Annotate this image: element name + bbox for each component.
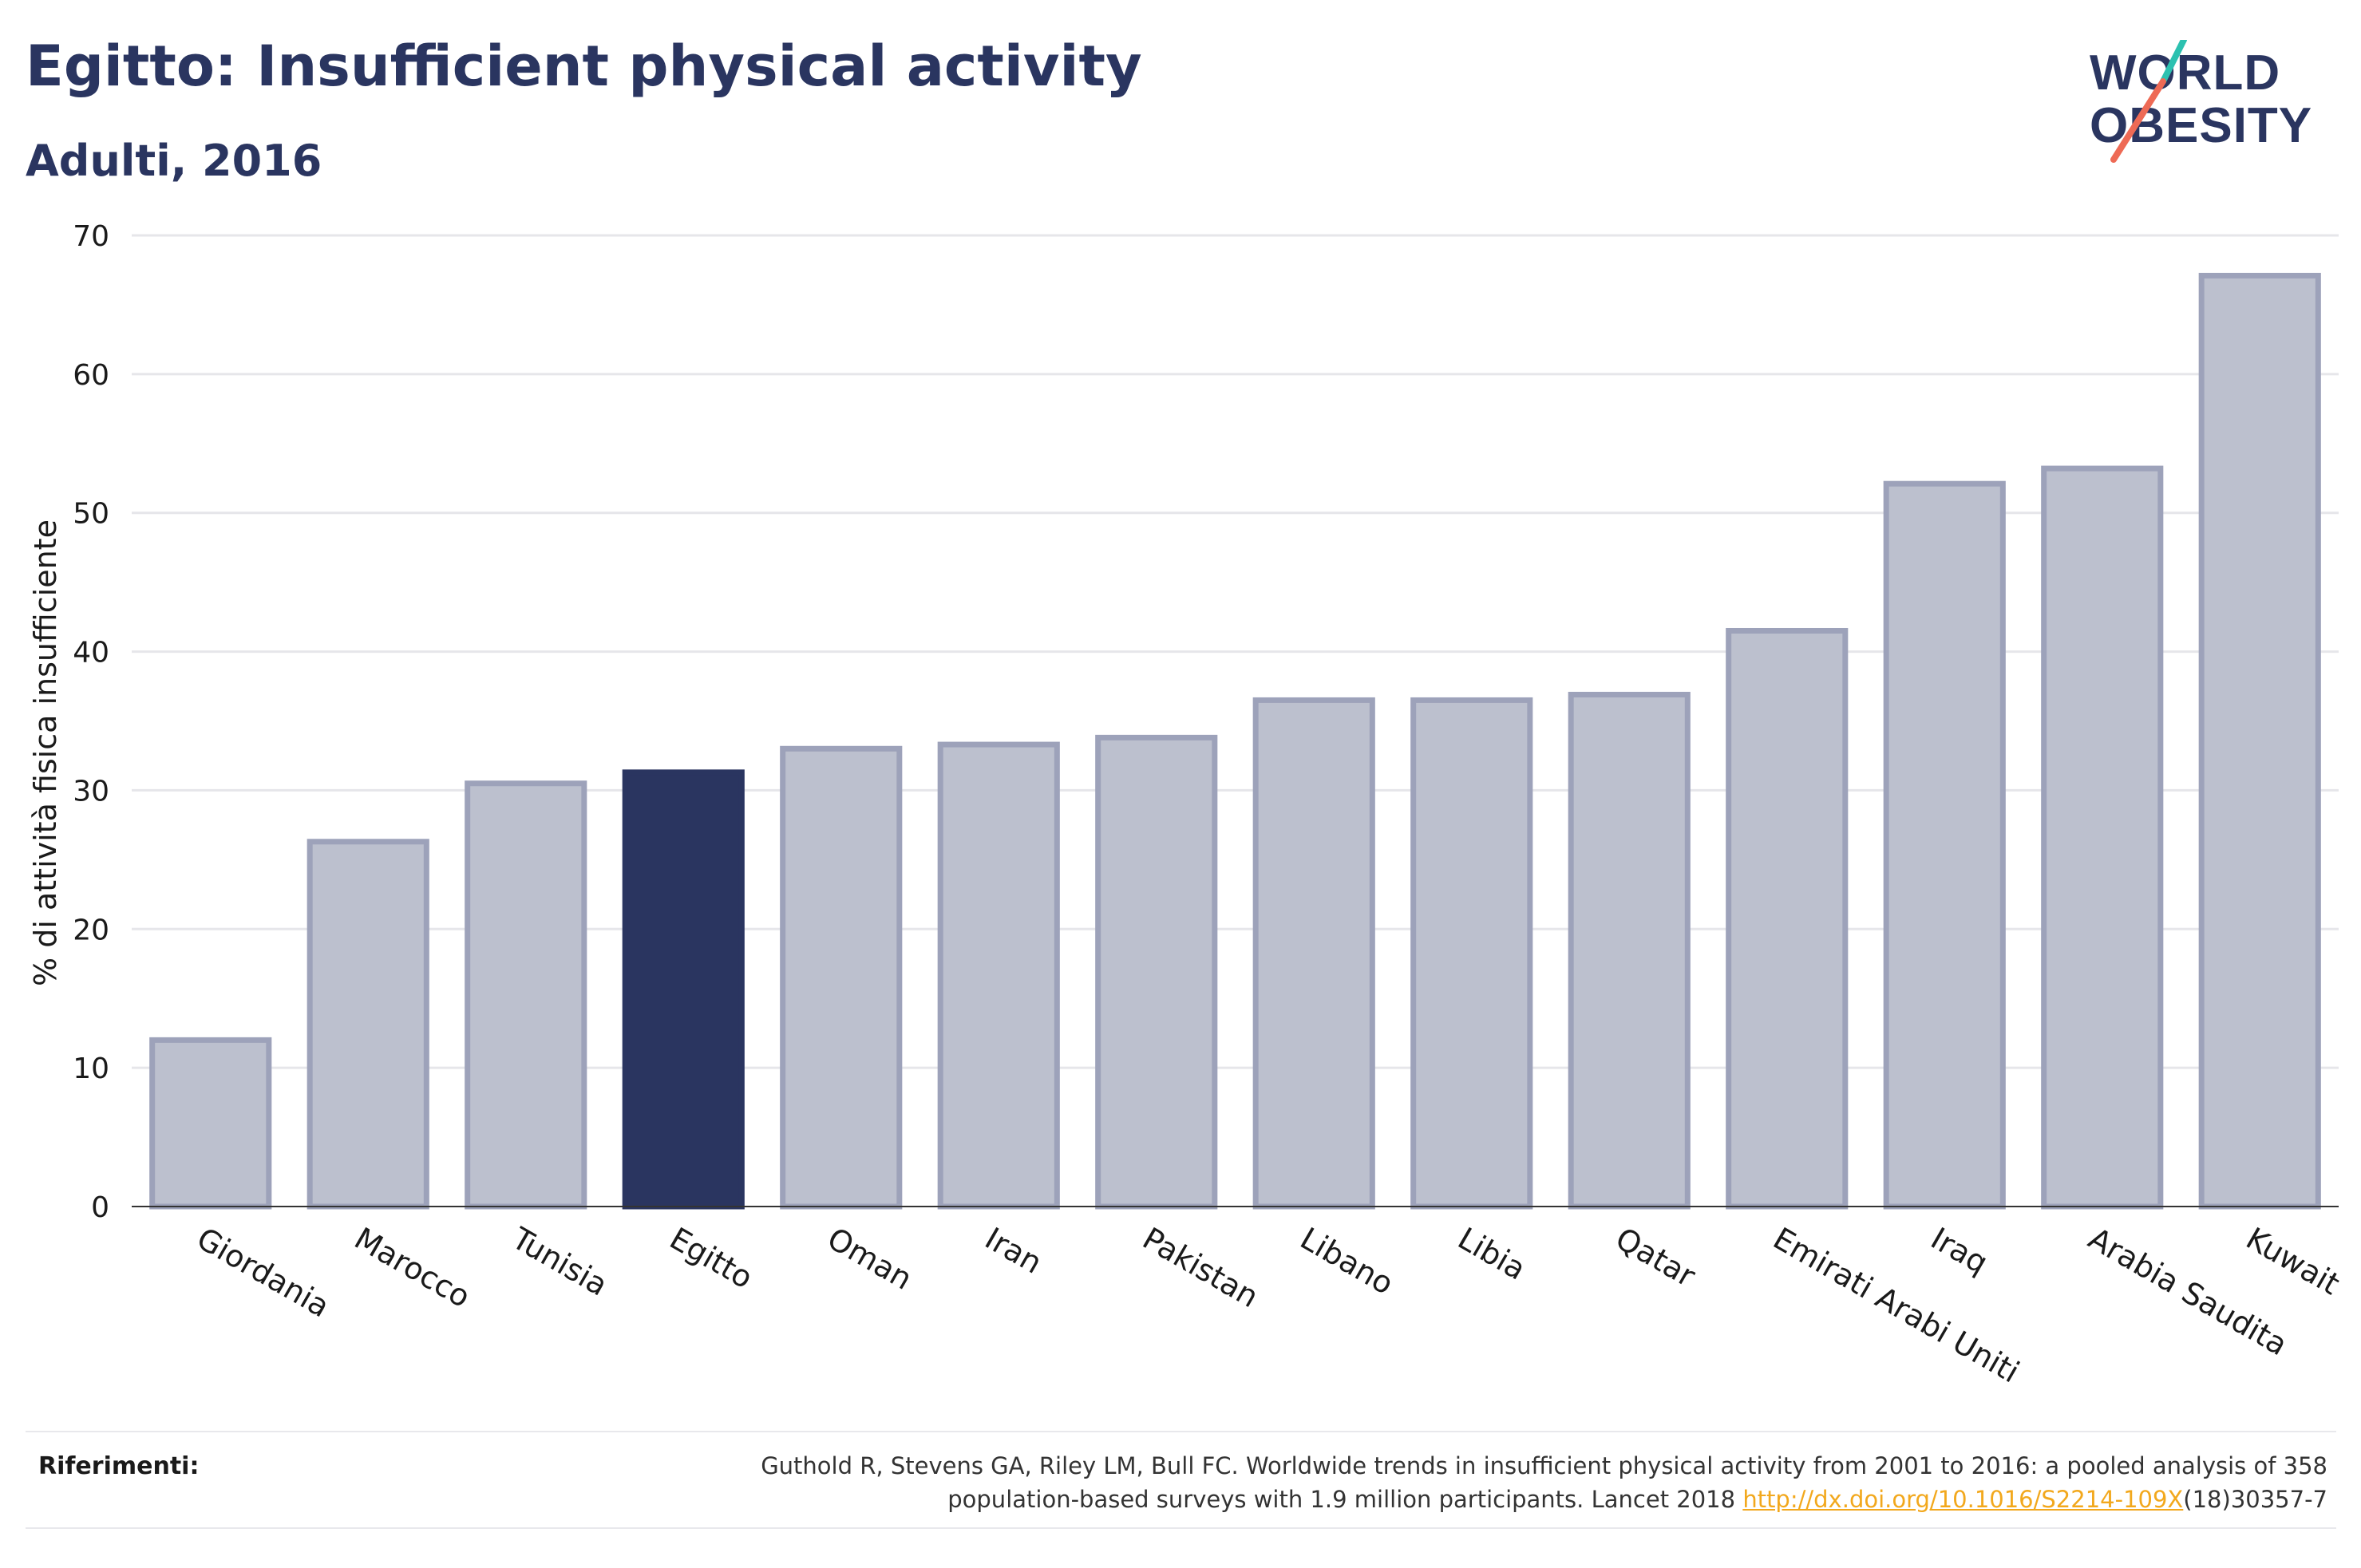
bar-pakistan [1095,734,1218,1210]
reference-line1: Guthold R, Stevens GA, Riley LM, Bull FC… [761,1452,2327,1479]
references-label: Riferimenti: [38,1452,200,1480]
grid-lines [132,234,2339,1069]
x-tick-label: Oman [821,1221,918,1297]
y-tick-label: 40 [73,637,109,669]
x-tick-label: Iraq [1925,1221,1994,1281]
bar-qatar [1568,691,1691,1210]
x-tick-label: Iran [979,1221,1048,1281]
bar-iraq [1883,480,2006,1210]
bar-iran [937,741,1060,1210]
x-tick-label: Libano [1295,1221,1400,1301]
x-tick-label: Marocco [349,1221,477,1315]
reference-doi-link[interactable]: http://dx.doi.org/10.1016/S2214-109X [1742,1486,2184,1513]
bar-chart: 0 10 20 30 40 50 60 70 Giordania Marocco Tunisia E… [28,220,2346,1390]
y-tick-label: 60 [73,359,109,392]
x-tick-label: Giordania [191,1221,335,1325]
logo-slash-teal [2160,40,2187,85]
bar-egitto [622,769,745,1210]
x-tick-label: Egitto [664,1221,759,1296]
logo-slash-coral [2110,78,2166,163]
y-tick-label: 30 [73,775,109,808]
bar-marocco [306,839,429,1210]
x-tick-label: Tunisia [505,1220,613,1303]
references-text: Guthold R, Stevens GA, Riley LM, Bull FC… [492,1449,2327,1516]
footer-divider-top [26,1431,2336,1432]
bar-libia [1410,697,1533,1210]
bar-emirati-arabi-uniti [1726,627,1849,1210]
bar-oman [780,745,903,1210]
reference-line2-suffix: (18)30357-7 [2183,1486,2327,1513]
bars [149,272,2321,1210]
y-tick-label: 10 [73,1053,109,1085]
logo-line1: WORLD [2090,45,2280,101]
y-tick-label: 50 [73,498,109,531]
bar-kuwait [2198,272,2321,1210]
bar-libano [1252,697,1375,1210]
x-tick-label: Kuwait [2240,1221,2346,1302]
chart-subtitle: Adulti, 2016 [26,136,322,186]
bar-tunisia [465,780,587,1210]
bar-arabia-saudita [2041,465,2164,1210]
bar-giordania [149,1037,272,1210]
x-axis-labels: Giordania Marocco Tunisia Egitto Oman Iran Pak… [191,1220,2345,1389]
x-tick-label: Qatar [1610,1221,1702,1294]
x-tick-label: Pakistan [1137,1221,1264,1315]
footer-divider-bottom [26,1527,2336,1529]
y-tick-label: 70 [73,220,109,253]
y-tick-label: 20 [73,914,109,946]
chart-title: Egitto: Insufficient physical activity [26,34,1142,99]
y-axis-ticks: 0 10 20 30 40 50 60 70 [73,220,109,1224]
reference-line2-prefix: population-based surveys with 1.9 millio… [947,1486,1743,1513]
x-tick-label: Libia [1452,1221,1532,1287]
world-obesity-logo: WORLD OBESITY [2090,40,2312,163]
y-tick-label: 0 [91,1191,109,1224]
y-axis-label: % di attività fisica insufficiente [28,519,63,986]
